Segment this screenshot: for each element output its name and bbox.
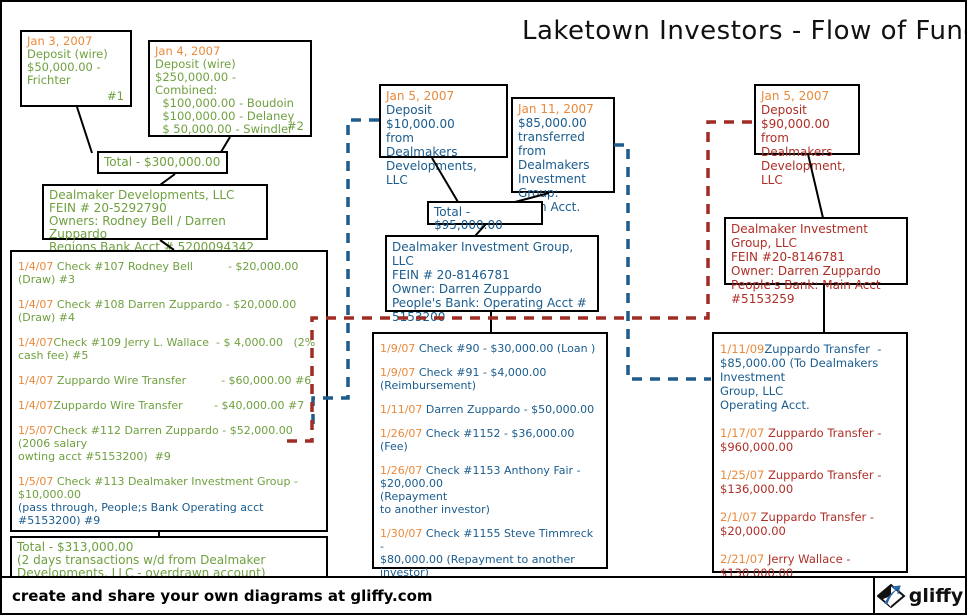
gliffy-logo: gliffy bbox=[873, 578, 965, 613]
box-dig-main-acct: Dealmaker Investment Group, LLC FEIN #20… bbox=[724, 217, 908, 306]
left-transactions-list: 1/4/07 Check #107 Rodney Bell - $20,000.… bbox=[10, 250, 328, 613]
middle-transactions-list: 1/9/07 Check #90 - $30,000.00 (Loan ) 1/9… bbox=[372, 332, 608, 613]
transaction-badge: #1 bbox=[107, 89, 124, 103]
transaction-entry: 1/4/07 Check #108 Darren Zuppardo - $20,… bbox=[18, 298, 300, 324]
right-transactions-list: 1/11/09Zuppardo Transfer - $85,000.00 (T… bbox=[712, 332, 908, 613]
transaction-entry: 1/4/07Zuppardo Wire Transfer - $40,000.0… bbox=[18, 399, 305, 412]
page-title: Laketown Investors - Flow of Funds bbox=[522, 16, 967, 46]
box-total-300k: Total - $300,000.00 bbox=[97, 151, 228, 174]
transaction-entry: 1/5/07 Check #113 Dealmaker Investment G… bbox=[18, 475, 298, 527]
transaction-entry: 1/5/07Check #112 Darren Zuppardo - $52,0… bbox=[18, 424, 293, 463]
transaction-entry: 1/4/07Check #109 Jerry L. Wallace - $ 4,… bbox=[18, 336, 319, 362]
transaction-entry: 1/17/07 Zuppardo Transfer - $960,000.00 bbox=[720, 426, 882, 454]
transaction-entry: 2/1/07 Zuppardo Transfer - $20,000.00 bbox=[720, 510, 878, 538]
box-total-313k: Total - $313,000.00 (2 days transactions… bbox=[10, 536, 328, 582]
gliffy-diamond-icon bbox=[876, 583, 906, 608]
box-total-95k: Total - $95,000.00 bbox=[427, 201, 543, 232]
transaction-entry: 1/4/07 Zuppardo Wire Transfer - $60,000.… bbox=[18, 374, 312, 387]
transaction-entry: 1/26/07 Check #1152 - $36,000.00 (Fee) bbox=[380, 427, 578, 453]
gliffy-logo-text: gliffy bbox=[908, 584, 964, 607]
box-jan4-deposit: Jan 4, 2007 Deposit (wire) $250,000.00 - … bbox=[148, 40, 312, 137]
connector-jan4-to-total300k bbox=[220, 136, 231, 153]
transaction-entry: 1/25/07 Zuppardo Transfer - $136,000.00 bbox=[720, 468, 882, 496]
transaction-entry: 1/9/07 Check #90 - $30,000.00 (Loan ) bbox=[380, 342, 596, 355]
transaction-entry: 1/11/09Zuppardo Transfer - $85,000.00 (T… bbox=[720, 342, 882, 412]
box-jan11-transfer-85k: Jan 11, 2007 $85,000.00 transferred from … bbox=[511, 97, 615, 214]
dashed-connector-jan11-to-zuppardo-transfer bbox=[614, 143, 711, 381]
box-jan5-deposit-10k: Jan 5, 2007 Deposit $10,000.00 from Dealm… bbox=[379, 84, 508, 187]
connector-jan3-to-total300k bbox=[76, 106, 93, 154]
transaction-entry: 1/11/07 Darren Zuppardo - $50,000.00 bbox=[380, 403, 595, 416]
box-jan3-deposit: Jan 3, 2007 Deposit (wire) $50,000.00 - F… bbox=[20, 30, 132, 107]
box-dealmaker-developments: Dealmaker Developments, LLC FEIN # 20-52… bbox=[42, 184, 268, 254]
footer-bar: create and share your own diagrams at gl… bbox=[2, 576, 965, 613]
box-dig-operating-acct: Dealmaker Investment Group, LLC FEIN # 2… bbox=[385, 235, 599, 324]
footer-tagline: create and share your own diagrams at gl… bbox=[12, 586, 433, 605]
transaction-entry: 2/21/07 Jerry Wallace - $130,000.00 bbox=[720, 552, 855, 580]
transaction-entry: 1/9/07 Check #91 - $4,000.00 (Reimbursem… bbox=[380, 366, 550, 392]
transaction-entry: 1/26/07 Check #1153 Anthony Fair - $20,0… bbox=[380, 464, 581, 516]
transaction-badge: #2 bbox=[287, 119, 304, 133]
box-jan5-deposit-90k: Jan 5, 2007 Deposit $90,000.00 from Dealm… bbox=[754, 84, 860, 187]
transaction-entry: 1/4/07 Check #107 Rodney Bell - $20,000.… bbox=[18, 260, 302, 286]
transaction-entry: 1/30/07 Check #1155 Steve Timmreck - $80… bbox=[380, 527, 594, 579]
